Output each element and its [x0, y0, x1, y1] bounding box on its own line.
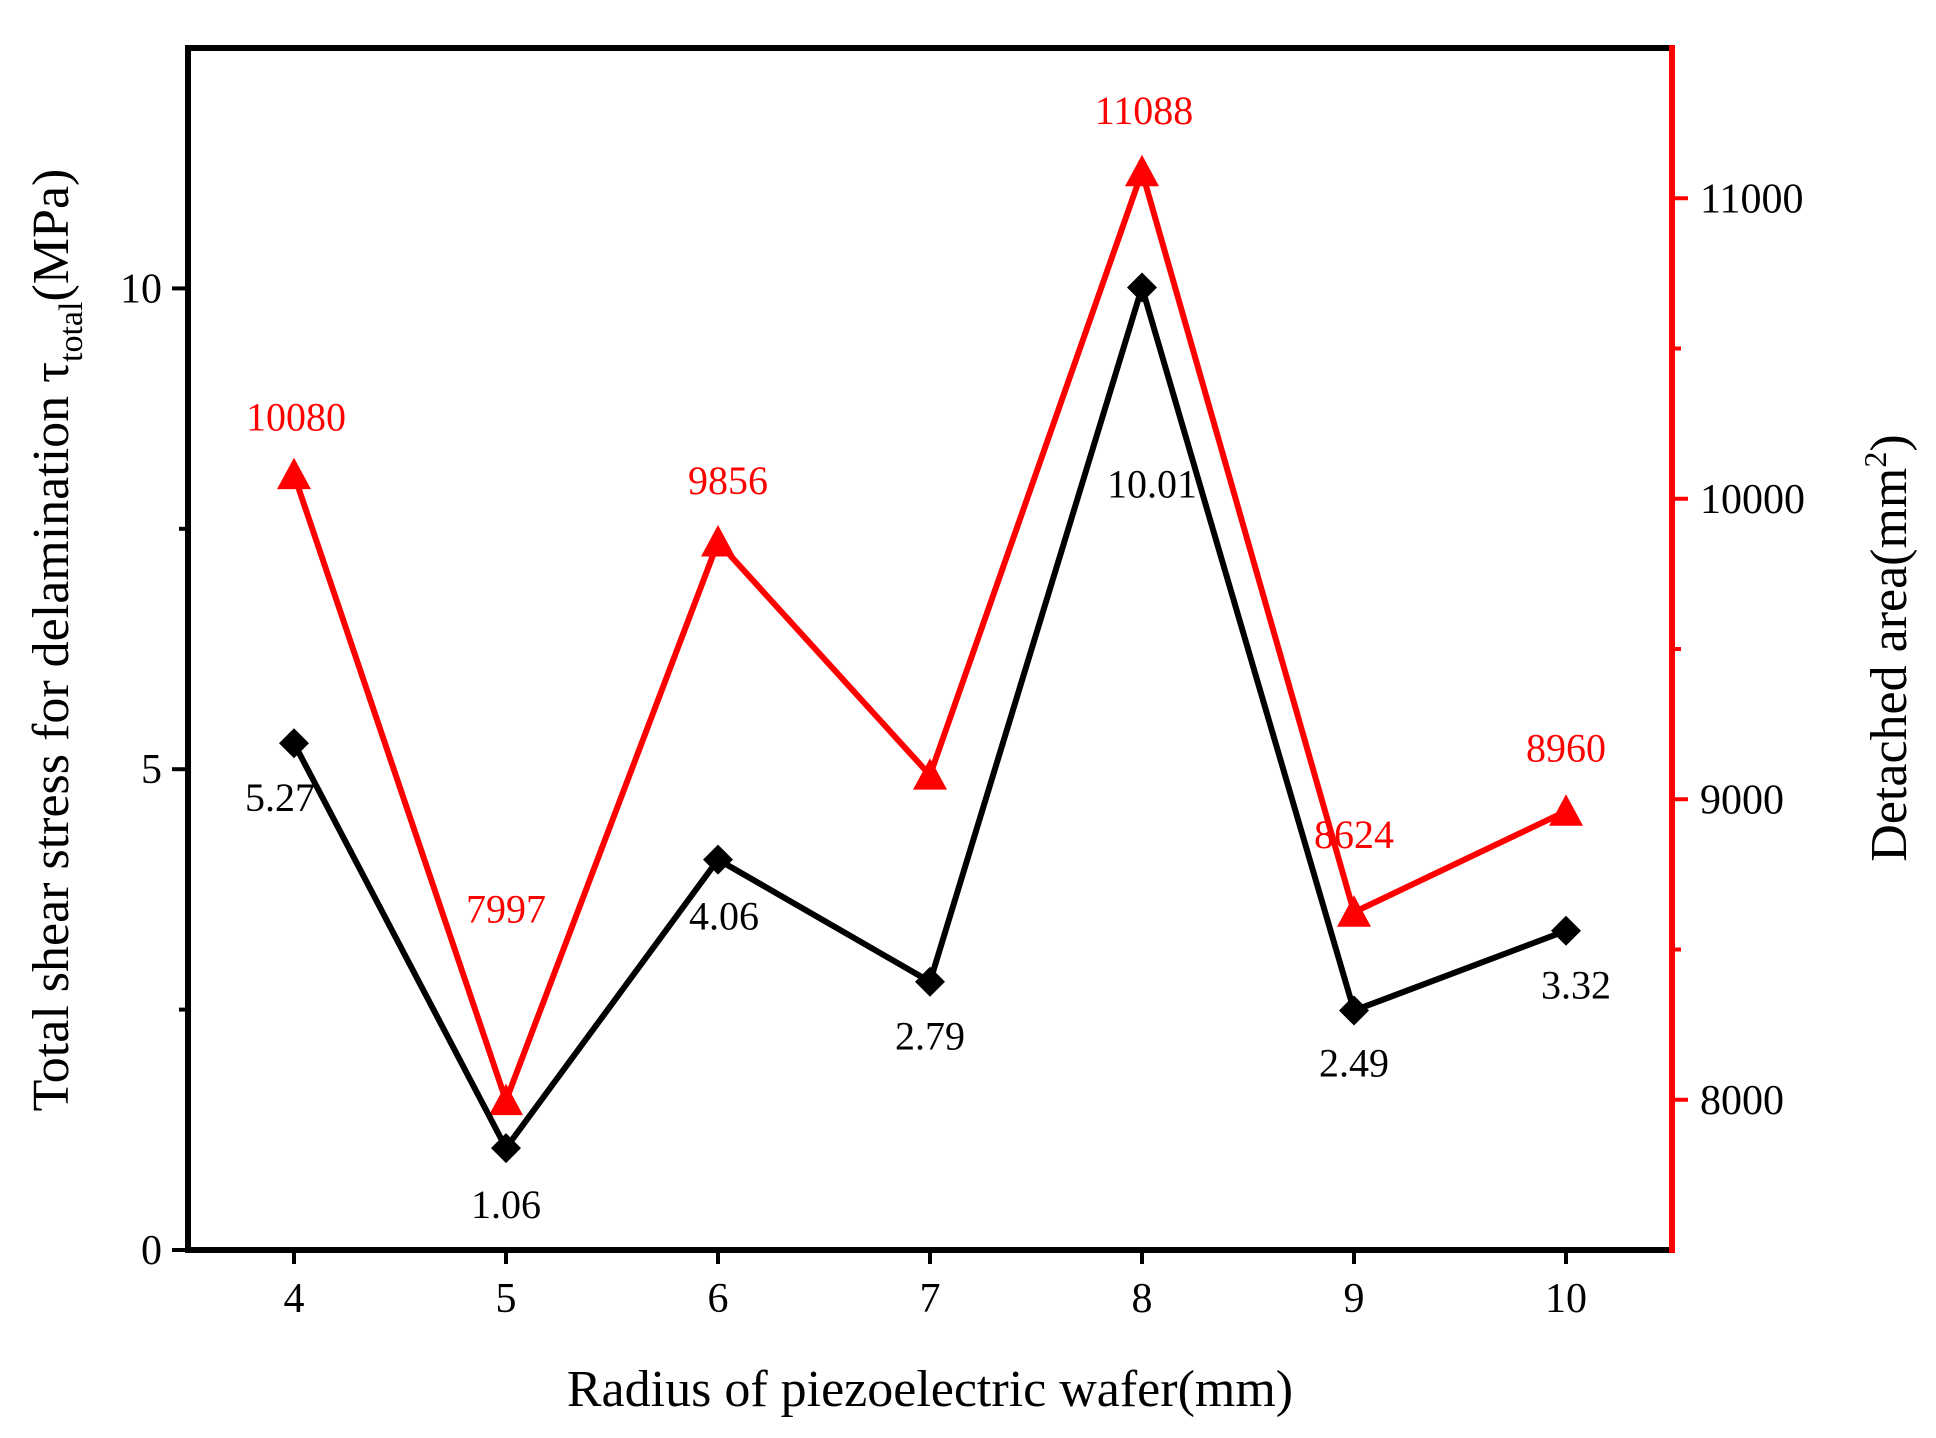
x-tick-label: 6 — [708, 1276, 729, 1322]
y-right-tick-label: 11000 — [1700, 176, 1803, 222]
label-layer: 5.27 1.06 4.06 2.79 10.01 2.49 3.32 10080 7997 98… — [245, 88, 1611, 1227]
y-left-tick-label: 10 — [120, 266, 162, 312]
detached-area-data-label: 11088 — [1095, 88, 1194, 133]
x-tick-label: 9 — [1344, 1276, 1365, 1322]
x-tick-label: 4 — [284, 1276, 305, 1322]
detached-area-point — [701, 525, 735, 557]
x-tick-label: 5 — [496, 1276, 517, 1322]
y-right-axis-title: Detached area(mm2) — [1857, 434, 1918, 861]
axes-layer: 4 5 6 7 8 9 10 0 5 10 8000 9000 10000 11000 — [120, 45, 1805, 1322]
detached-area-data-label: 8960 — [1526, 725, 1606, 770]
y-right-tick-label: 8000 — [1700, 1078, 1784, 1124]
svg-text:Detached area(mm2): Detached area(mm2) — [1857, 434, 1918, 861]
y-right-tick-label: 10000 — [1700, 477, 1805, 523]
y-left-title-main: Total shear stress for delamination τ — [23, 362, 80, 1111]
shear-stress-point — [703, 844, 733, 875]
x-tick-label: 7 — [920, 1276, 941, 1322]
shear-stress-point — [491, 1133, 521, 1164]
detached-area-point — [1125, 154, 1159, 187]
detached-area-point — [913, 758, 947, 790]
shear-stress-point — [1339, 995, 1369, 1026]
y-left-axis-title: Total shear stress for delamination τtot… — [23, 169, 90, 1112]
shear-stress-data-label: 5.27 — [245, 775, 315, 820]
y-left-tick-label: 0 — [141, 1228, 162, 1274]
shear-stress-data-label: 2.49 — [1319, 1041, 1389, 1086]
y-right-title-superscript: 2 — [1857, 452, 1893, 468]
y-right-tick-label: 9000 — [1700, 777, 1784, 823]
x-tick-label: 8 — [1132, 1276, 1153, 1322]
x-axis-title: Radius of piezoelectric wafer(mm) — [567, 1361, 1293, 1418]
series-layer — [277, 154, 1583, 1164]
y-right-title-main: Detached area(mm — [1861, 468, 1918, 862]
detached-area-data-label: 9856 — [688, 458, 768, 503]
detached-area-point — [1337, 895, 1371, 927]
detached-area-point — [489, 1083, 523, 1116]
y-left-tick-label: 5 — [141, 747, 162, 793]
shear-stress-point — [915, 966, 945, 997]
y-right-title-tail: ) — [1861, 434, 1918, 451]
svg-text:Total shear stress for delamin: Total shear stress for delamination τtot… — [23, 169, 90, 1112]
detached-area-data-label: 10080 — [246, 395, 346, 440]
detached-area-point — [277, 457, 311, 490]
y-left-title-subscript: total — [53, 302, 90, 362]
shear-stress-point — [1127, 272, 1157, 303]
shear-stress-data-label: 10.01 — [1107, 461, 1197, 506]
detached-area-data-label: 8624 — [1314, 812, 1394, 857]
shear-stress-data-label: 4.06 — [689, 894, 759, 939]
shear-stress-point — [1551, 915, 1581, 946]
shear-stress-data-label: 1.06 — [471, 1182, 541, 1227]
detached-area-point — [1549, 794, 1583, 826]
shear-stress-data-label: 3.32 — [1541, 963, 1611, 1008]
detached-area-data-label: 7997 — [466, 887, 546, 932]
detached-area-line — [291, 168, 1568, 1104]
y-left-title-tail: (MPa) — [23, 169, 80, 302]
x-tick-label: 10 — [1545, 1276, 1587, 1322]
shear-stress-data-label: 2.79 — [895, 1014, 965, 1059]
shear-stress-point — [279, 728, 309, 759]
